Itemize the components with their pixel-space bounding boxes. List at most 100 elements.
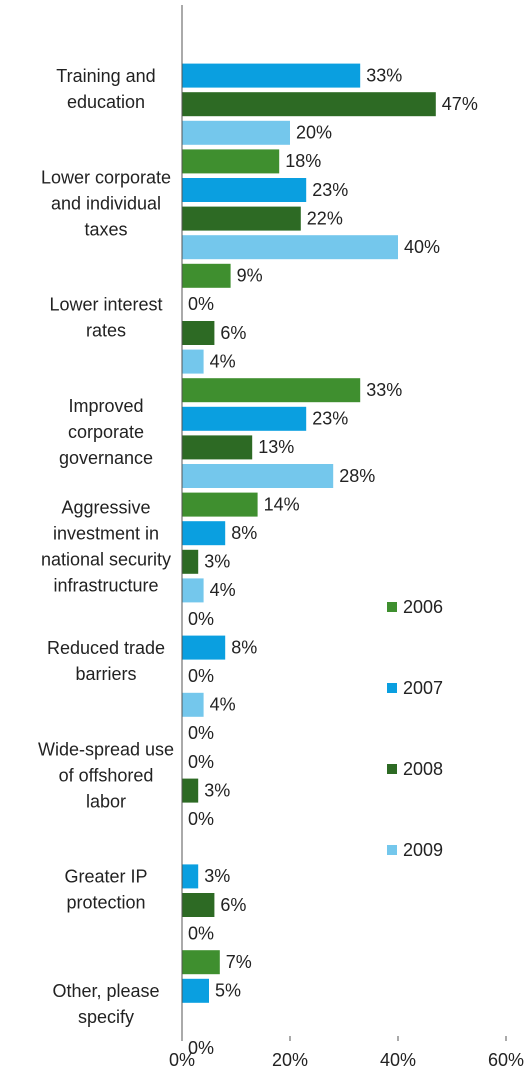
category-label-line: of offshored bbox=[59, 765, 154, 785]
bar-2007 bbox=[182, 406, 307, 431]
bar-2007 bbox=[182, 635, 226, 660]
data-label: 28% bbox=[339, 466, 375, 486]
data-label: 6% bbox=[220, 895, 246, 915]
data-label: 6% bbox=[220, 323, 246, 343]
data-label: 47% bbox=[442, 94, 478, 114]
bar-2006 bbox=[182, 378, 361, 403]
data-label: 13% bbox=[258, 437, 294, 457]
category-label: Wide-spread use of offshored labor bbox=[38, 739, 174, 811]
data-label: 9% bbox=[237, 266, 263, 286]
x-tick-label: 0% bbox=[169, 1050, 195, 1070]
category-label-line: national security bbox=[41, 549, 171, 569]
data-label: 20% bbox=[296, 123, 332, 143]
data-label: 7% bbox=[226, 952, 252, 972]
bar-2009 bbox=[182, 692, 204, 717]
data-label: 4% bbox=[210, 580, 236, 600]
data-label: 0% bbox=[188, 294, 214, 314]
data-label: 3% bbox=[204, 866, 230, 886]
bar-2007 bbox=[182, 178, 307, 202]
category-label-line: Lower corporate bbox=[41, 167, 171, 187]
x-tick-label: 40% bbox=[380, 1050, 416, 1070]
data-label: 5% bbox=[215, 981, 241, 1001]
category-label-line: barriers bbox=[75, 664, 136, 684]
data-label: 0% bbox=[188, 809, 214, 829]
category-label-line: Other, please bbox=[52, 981, 159, 1001]
legend: 2006 2007 2008 2009 bbox=[387, 597, 443, 860]
bar-2006 bbox=[182, 950, 220, 975]
category-label-line: labor bbox=[86, 791, 126, 811]
data-label: 33% bbox=[366, 65, 402, 85]
bar-2009 bbox=[182, 235, 398, 260]
category-label-line: rates bbox=[86, 320, 126, 340]
data-label: 4% bbox=[210, 695, 236, 715]
x-tick-label: 60% bbox=[488, 1050, 524, 1070]
data-label: 40% bbox=[404, 237, 440, 257]
data-label: 0% bbox=[188, 609, 214, 629]
category-label-line: Reduced trade bbox=[47, 638, 165, 658]
bars-layer: 33% 47% 20% 18% 23% 22% 40% 9% 0% 6% 4% 33% 23% 13% 28… bbox=[182, 63, 478, 1058]
bar-2009 bbox=[182, 464, 334, 488]
data-label: 22% bbox=[307, 208, 343, 228]
data-label: 0% bbox=[188, 723, 214, 743]
category-label-line: specify bbox=[78, 1007, 134, 1027]
bar-2006 bbox=[182, 263, 231, 288]
axes-layer: 0% 20% 40% 60% bbox=[169, 5, 524, 1070]
category-label: Training and education bbox=[56, 66, 155, 112]
legend-label: 2007 bbox=[403, 678, 443, 698]
data-label: 3% bbox=[204, 552, 230, 572]
bar-2008 bbox=[182, 778, 199, 803]
data-label: 0% bbox=[188, 666, 214, 686]
category-label-line: corporate bbox=[68, 422, 144, 442]
bar-2009 bbox=[182, 120, 290, 145]
data-label: 8% bbox=[231, 637, 257, 657]
legend-swatch-2008 bbox=[387, 764, 397, 774]
data-label: 0% bbox=[188, 1038, 214, 1058]
data-label: 33% bbox=[366, 380, 402, 400]
data-label: 8% bbox=[231, 523, 257, 543]
category-label-line: Aggressive bbox=[61, 497, 150, 517]
x-tick-label: 20% bbox=[272, 1050, 308, 1070]
bar-2008 bbox=[182, 92, 436, 117]
data-label: 3% bbox=[204, 780, 230, 800]
category-label-line: taxes bbox=[84, 219, 127, 239]
category-label-line: Greater IP bbox=[64, 866, 147, 886]
bar-2009 bbox=[182, 349, 204, 374]
legend-swatch-2009 bbox=[387, 845, 397, 855]
bar-2006 bbox=[182, 149, 280, 174]
category-label-line: infrastructure bbox=[53, 575, 158, 595]
bar-2007 bbox=[182, 864, 199, 889]
category-label-line: and individual bbox=[51, 193, 161, 213]
bar-2008 bbox=[182, 893, 215, 917]
bar-2007 bbox=[182, 521, 226, 546]
legend-swatch-2006 bbox=[387, 602, 397, 612]
category-label-line: investment in bbox=[53, 523, 159, 543]
category-label: Lower corporate and individual taxes bbox=[41, 167, 171, 239]
legend-label: 2008 bbox=[403, 759, 443, 779]
category-label: Greater IP protection bbox=[64, 866, 147, 912]
category-label: Improved corporate governance bbox=[59, 396, 153, 468]
bar-2008 bbox=[182, 435, 253, 460]
bar-2008 bbox=[182, 321, 215, 345]
category-label: Other, please specify bbox=[52, 981, 159, 1027]
bar-2009 bbox=[182, 578, 204, 603]
bar-2008 bbox=[182, 206, 301, 231]
category-labels: Training and education Lower corporate and … bbox=[38, 66, 174, 1027]
category-label-line: Wide-spread use bbox=[38, 739, 174, 759]
category-label: Aggressive investment in national security… bbox=[41, 497, 171, 595]
legend-label: 2006 bbox=[403, 597, 443, 617]
bar-2007 bbox=[182, 978, 209, 1003]
bar-2006 bbox=[182, 492, 258, 517]
data-label: 4% bbox=[210, 351, 236, 371]
category-label-line: Lower interest bbox=[49, 294, 162, 314]
category-label-line: education bbox=[67, 92, 145, 112]
bar-2008 bbox=[182, 549, 199, 574]
data-label: 23% bbox=[312, 409, 348, 429]
category-label: Lower interest rates bbox=[49, 294, 162, 340]
legend-label: 2009 bbox=[403, 840, 443, 860]
category-label: Reduced trade barriers bbox=[47, 638, 165, 684]
bar-2007 bbox=[182, 63, 361, 88]
data-label: 0% bbox=[188, 752, 214, 772]
data-label: 18% bbox=[285, 151, 321, 171]
